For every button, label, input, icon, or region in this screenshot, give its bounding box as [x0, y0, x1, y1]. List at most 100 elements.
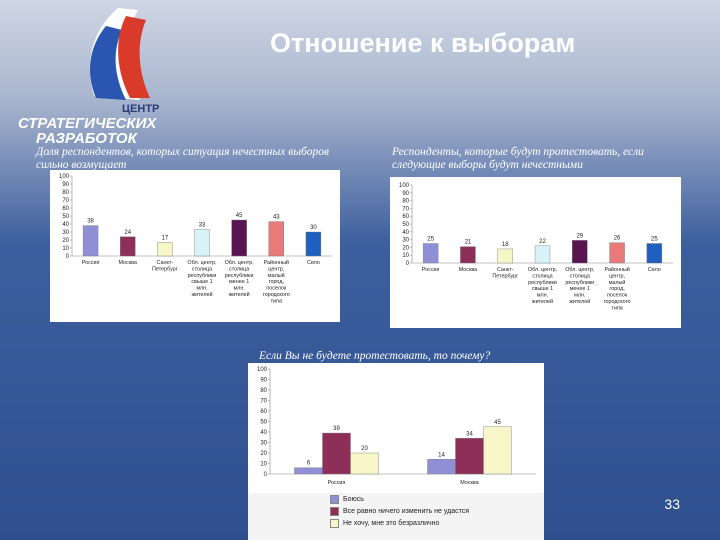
chart3-category-label: Россия [328, 480, 346, 486]
chart2-category-label-line: городского [604, 299, 631, 305]
chart2-value-label: 21 [465, 240, 472, 246]
chart1-category-label-line: Москва [119, 260, 137, 266]
chart3-legend-swatch [330, 506, 339, 516]
chart3-title: Если Вы не будете протестовать, то почем… [259, 350, 491, 362]
chart1-category-label: Санкт-Петербург [152, 260, 178, 272]
chart2-ytick-label: 0 [406, 261, 410, 267]
chart2-category-label: Россия [422, 267, 440, 273]
chart3-legend-item: Боюсь [330, 493, 544, 505]
chart3-category-label: Москва [460, 480, 478, 486]
logo-line1: ЦЕНТР [122, 103, 159, 115]
chart1-ytick-label: 20 [62, 238, 69, 244]
chart2-value-label: 18 [502, 242, 509, 248]
chart2-category-label-line: центр, [609, 273, 625, 279]
chart1-value-label: 17 [162, 235, 169, 241]
chart2-svg: 100908070605040302010025Россия21Москва18… [399, 183, 673, 311]
chart2-ytick-label: 40 [402, 230, 409, 236]
chart3-ytick-label: 90 [260, 378, 267, 384]
logo-line2: СТРАТЕГИЧЕСКИХ [18, 115, 157, 132]
chart1-bar [231, 219, 247, 257]
flag-sail-red [118, 16, 150, 98]
chart2-ytick-label: 30 [402, 238, 409, 244]
chart1-category-label-line: менее 1 [229, 279, 249, 285]
chart1-category-label-line: Обл. центр, [225, 260, 255, 266]
chart1-ytick-label: 50 [62, 214, 69, 220]
chart3-bar [350, 452, 379, 475]
chart1-category-label-line: республики [225, 273, 254, 279]
chart1-value-label: 30 [310, 225, 317, 231]
chart3-bar [294, 467, 323, 475]
chart3-legend-item: Не хочу, мне это безразлично [330, 517, 544, 529]
chart3-value-label: 14 [438, 452, 445, 458]
chart2-category-label-line: Обл. центр, [528, 267, 558, 273]
chart2-value-label: 25 [651, 237, 658, 243]
chart2-ytick-label: 90 [402, 191, 409, 197]
chart1-value-label: 45 [236, 213, 243, 219]
chart1-category-label: Россия [82, 260, 100, 266]
chart2-category-label: Районный центр, малый город, поселок городско… [604, 266, 631, 311]
chart2-value-label: 22 [539, 239, 546, 245]
chart1-category-label-line: город, [269, 279, 285, 285]
chart2-category-label-line: город, [609, 286, 625, 292]
chart3-ytick-label: 20 [260, 451, 267, 457]
chart1-category-label-line: центр, [268, 266, 284, 272]
chart2-bar [422, 243, 439, 264]
chart2-category-label-line: Обл. центр, [565, 267, 595, 273]
chart1-category-label-line: малый [268, 272, 285, 279]
chart2-category-label-line: Районный [604, 266, 629, 273]
chart2-category-label-line: млн. [574, 293, 585, 299]
chart2-category-label-line: Петербург [492, 273, 518, 279]
chart2-bar [497, 248, 513, 264]
chart3-ytick-label: 60 [260, 409, 267, 415]
chart2-ytick-label: 80 [402, 199, 409, 205]
chart1-category-label-line: столица [192, 266, 212, 272]
chart2-category-label-line: столица [532, 273, 552, 279]
chart1-value-label: 38 [87, 219, 94, 225]
chart1-category-label: Обл. центр, столица республики менее 1 млн. ж… [225, 260, 255, 298]
chart3-value-label: 45 [494, 420, 501, 426]
chart2-category-label-line: жителей [569, 298, 590, 305]
chart1-title: Доля респондентов, которых ситуация нече… [36, 146, 329, 171]
chart1-bar [82, 225, 99, 257]
chart1-ytick-label: 80 [62, 190, 69, 196]
chart3-ytick-label: 80 [260, 388, 267, 394]
chart1-category-label-line: Районный [264, 259, 289, 266]
chart3-legend-label: Боюсь [343, 495, 364, 503]
chart1-category-label-line: столица [229, 266, 249, 272]
chart2-ytick-label: 50 [402, 222, 409, 228]
chart1-svg: 100908070605040302010038Россия24Москва17… [59, 174, 332, 304]
chart1-ytick-label: 100 [59, 174, 70, 180]
chart3-svg: 100908070605040302010063920Россия143445М… [257, 367, 536, 486]
chart2-category-label: Село [648, 267, 661, 273]
chart2-category-label-line: типа [611, 305, 622, 311]
chart1-category-label-line: Санкт- [157, 260, 174, 266]
chart1-category-label-line: Россия [82, 260, 100, 266]
chart2-ytick-label: 10 [402, 253, 409, 259]
flag-sail-blue [90, 26, 126, 100]
chart2-panel: 100 90 80 70 60 50 40 30 20 10 0 25 Россия 21 Москва 18… [390, 177, 681, 328]
chart2-category-label-line: республики [528, 280, 557, 286]
chart1-bar [194, 229, 210, 257]
chart3-bar [483, 426, 512, 475]
chart3-ytick-label: 0 [264, 472, 268, 478]
chart3-bar [427, 459, 456, 475]
chart2-category-label-line: жителей [532, 298, 553, 305]
chart1-bar [120, 236, 136, 257]
chart1-value-label: 33 [199, 223, 206, 229]
chart1-ytick-label: 60 [62, 206, 69, 212]
chart1-category-label-line: Обл. центр, [187, 260, 217, 266]
chart2-bar [572, 240, 588, 264]
page-number: 33 [664, 496, 680, 512]
chart1-ytick-label: 90 [62, 182, 69, 188]
chart1-ytick-label: 10 [62, 246, 69, 252]
chart1-category-label-line: млн. [233, 286, 244, 292]
chart1-category-label: Москва [119, 260, 137, 266]
chart2-value-label: 26 [614, 236, 621, 242]
chart1-ytick-label: 30 [62, 230, 69, 236]
chart3-ytick-label: 40 [260, 430, 267, 436]
chart3-panel: 100 90 80 70 60 50 40 30 20 10 0 6 39 20 Россия 14 34 45 М… [248, 363, 544, 493]
chart3-bar [322, 432, 351, 475]
chart1-category-label-line: республики [188, 273, 217, 279]
chart3-legend-label: Все равно ничего изменить не удастся [343, 507, 470, 515]
chart3-value-label: 34 [466, 431, 473, 437]
